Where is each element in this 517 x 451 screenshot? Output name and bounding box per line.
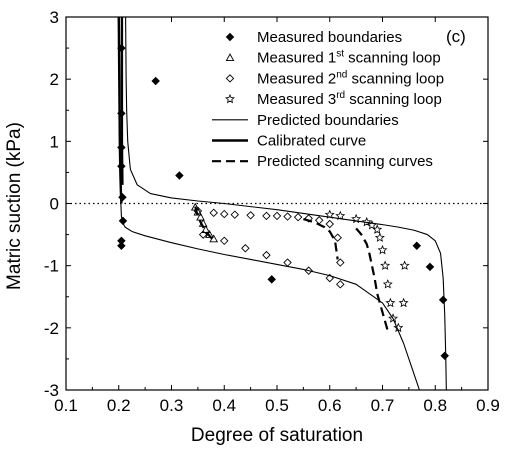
scan3-point — [398, 297, 409, 308]
legend-symbol-scan3 — [225, 93, 235, 104]
legend-label-pred_scanning: Predicted scanning curves — [257, 153, 433, 170]
x-tick-label: 0.4 — [212, 396, 236, 415]
x-tick-label: 0.8 — [423, 396, 447, 415]
boundaries_meas-point — [438, 295, 448, 305]
legend-label-pred_boundaries: Predicted boundaries — [257, 112, 399, 129]
legend-symbol-boundaries_meas — [225, 32, 235, 42]
pred_scanning-line-1 — [303, 217, 339, 260]
scan2-point — [198, 230, 208, 239]
y-tick-label: 0 — [50, 195, 59, 214]
x-tick-label: 0.1 — [54, 396, 78, 415]
legend: Measured boundaries Measured 1st scanning… — [212, 29, 444, 170]
scan2-series — [193, 206, 345, 289]
scan2-point — [333, 233, 342, 242]
scan3-point — [372, 224, 383, 234]
scan2-point — [283, 212, 292, 221]
scan2-point — [209, 208, 218, 218]
pred_boundaries-line-1 — [120, 203, 420, 390]
calibrated-line-0 — [117, 17, 123, 204]
legend-label-calibrated: Calibrated curve — [257, 133, 366, 150]
scan2-point — [246, 211, 255, 220]
scan2-point — [293, 212, 303, 222]
pred_scanning-series — [194, 206, 389, 332]
scan3-point — [399, 260, 410, 270]
boundaries_meas-point — [440, 351, 449, 361]
y-tick-label: -2 — [44, 319, 59, 338]
y-tick-label: -1 — [44, 257, 59, 276]
scan3-point — [380, 260, 391, 270]
boundaries_meas-point — [267, 275, 276, 284]
scan2-point — [230, 210, 240, 219]
x-tick-label: 0.7 — [371, 396, 395, 415]
boundaries_meas-point — [117, 241, 126, 251]
scan3-point — [385, 297, 396, 308]
x-tick-label: 0.5 — [265, 396, 289, 415]
scan2-point — [262, 211, 271, 221]
pred_boundaries-series — [120, 17, 447, 390]
boundaries_meas-point — [151, 76, 160, 86]
y-axis-title: Matric suction (kPa) — [4, 122, 25, 290]
x-axis-title: Degree of saturation — [191, 425, 363, 446]
x-tick-label: 0.3 — [160, 396, 184, 415]
calibrated-line-1 — [120, 17, 124, 185]
x-tick-label: 0.2 — [107, 396, 131, 415]
pred_boundaries-line-0 — [125, 17, 447, 390]
scan2-point — [220, 209, 229, 219]
scan1-point — [201, 225, 211, 233]
scan3-point — [335, 210, 346, 221]
y-tick-label: -3 — [44, 381, 59, 400]
legend-label-scan3: Measured 3rd scanning loop — [257, 90, 442, 108]
legend-label-scan2: Measured 2nd scanning loop — [257, 69, 444, 87]
scan3-point — [374, 232, 385, 242]
x-tick-label: 0.9 — [476, 396, 500, 415]
scan2-point — [304, 266, 313, 275]
scan3-point — [388, 313, 399, 323]
scan2-point — [325, 219, 334, 229]
legend-symbol-scan1 — [225, 53, 235, 62]
scan3-point — [361, 216, 372, 227]
legend-label-boundaries_meas: Measured boundaries — [257, 29, 402, 46]
scan2-point — [272, 211, 282, 221]
scan2-point — [220, 236, 229, 246]
x-tick-label: 0.6 — [318, 396, 342, 415]
y-tick-label: 3 — [50, 8, 59, 27]
pred_scanning-line-0 — [194, 206, 217, 242]
legend-label-scan1: Measured 1st scanning loop — [257, 49, 441, 67]
scan2-point — [304, 214, 313, 223]
scan3-point — [382, 279, 393, 289]
y-tick-label: 2 — [50, 70, 59, 89]
boundaries_meas-point — [175, 171, 184, 180]
boundaries_meas-point — [118, 216, 128, 226]
calibrated-series — [117, 17, 124, 204]
scan2-point — [241, 244, 250, 253]
boundaries_meas-point — [412, 241, 422, 251]
scan2-point — [262, 250, 271, 260]
y-tick-label: 1 — [50, 132, 59, 151]
scan3-point — [377, 244, 388, 255]
scan3-point — [324, 209, 335, 219]
boundaries_meas-point — [425, 262, 435, 272]
scan2-point — [336, 258, 345, 267]
scan2-point — [336, 280, 345, 289]
legend-symbol-scan2 — [225, 74, 235, 83]
panel-label: (c) — [446, 27, 466, 46]
